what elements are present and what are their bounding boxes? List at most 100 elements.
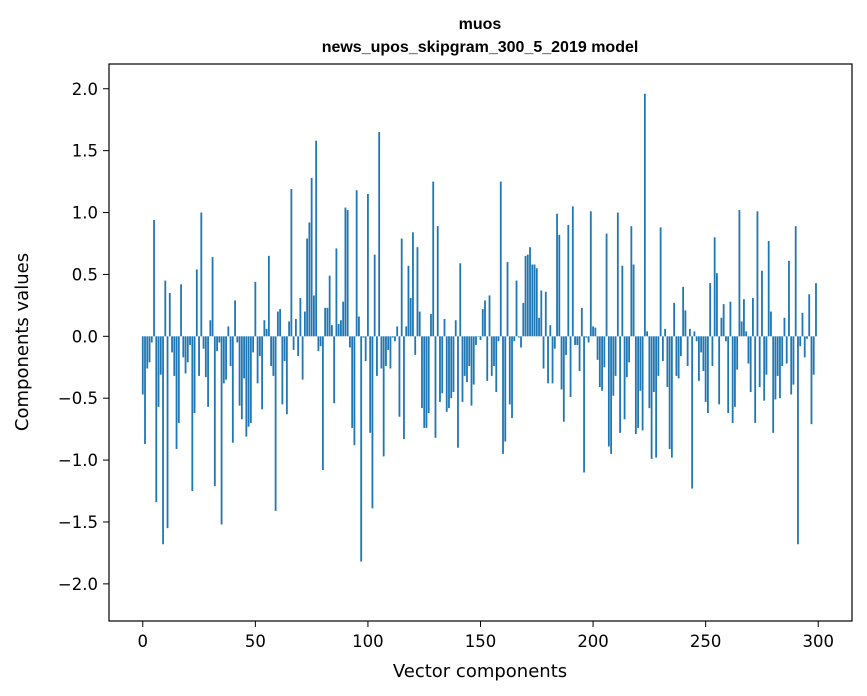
bar-component-283 <box>779 336 781 399</box>
bar-component-239 <box>679 336 682 357</box>
bar-component-269 <box>747 336 750 364</box>
bar-component-181 <box>549 325 552 337</box>
bar-component-119 <box>409 297 412 337</box>
bar-component-281 <box>774 336 777 400</box>
bar-component-251 <box>707 336 709 414</box>
bar-component-117 <box>405 326 408 337</box>
bar-component-40 <box>231 336 234 443</box>
bar-component-44 <box>240 336 243 420</box>
bar-component-105 <box>378 132 381 337</box>
bar-component-23 <box>193 336 196 414</box>
bar-component-135 <box>445 336 448 412</box>
bar-component-162 <box>506 262 509 337</box>
bar-component-220 <box>637 336 640 428</box>
chart-title-line1: muos <box>459 16 502 33</box>
bar-component-120 <box>412 232 414 337</box>
bar-component-171 <box>526 254 529 337</box>
bar-component-157 <box>495 336 498 393</box>
bar-component-190 <box>569 336 572 397</box>
bar-component-140 <box>457 336 459 448</box>
bar-component-287 <box>788 260 790 337</box>
bar-component-263 <box>734 336 736 407</box>
bar-component-295 <box>806 336 808 339</box>
bar-component-45 <box>243 336 245 379</box>
bar-component-79 <box>319 336 322 347</box>
x-axis-label: Vector components <box>393 661 567 682</box>
bar-component-107 <box>382 336 385 457</box>
bar-component-288 <box>790 336 793 395</box>
bar-component-55 <box>265 328 268 337</box>
bar-component-238 <box>677 336 680 379</box>
bar-component-98 <box>362 336 365 338</box>
bar-component-88 <box>340 320 342 337</box>
bar-component-74 <box>308 222 311 337</box>
bar-component-134 <box>443 318 446 337</box>
bar-component-26 <box>200 212 203 337</box>
bar-component-15 <box>175 336 178 449</box>
bar-component-224 <box>646 331 649 337</box>
bar-component-173 <box>531 264 534 337</box>
y-tick-label: 0.0 <box>72 327 98 346</box>
bar-component-254 <box>713 237 716 337</box>
bar-component-209 <box>612 336 615 396</box>
bar-component-28 <box>204 336 207 378</box>
bar-component-271 <box>752 297 754 337</box>
bar-component-90 <box>344 207 347 337</box>
x-tick-label: 200 <box>577 632 609 651</box>
bar-component-108 <box>385 336 387 367</box>
bar-component-296 <box>808 294 811 337</box>
bar-component-69 <box>297 336 300 357</box>
bar-component-122 <box>416 247 419 337</box>
bar-component-234 <box>668 336 671 449</box>
bar-component-34 <box>218 336 221 343</box>
bar-component-94 <box>353 336 356 446</box>
x-tick-label: 300 <box>802 632 834 651</box>
bar-component-229 <box>657 336 660 376</box>
bar-component-242 <box>686 336 689 367</box>
bar-component-175 <box>535 268 538 337</box>
bar-component-19 <box>184 336 187 374</box>
bar-component-130 <box>434 336 437 438</box>
bar-component-101 <box>369 336 372 433</box>
bar-component-198 <box>587 336 590 343</box>
bar-component-86 <box>335 248 338 337</box>
bar-component-223 <box>643 93 646 337</box>
bar-component-235 <box>670 336 673 458</box>
bar-component-221 <box>639 336 642 391</box>
bar-component-51 <box>256 336 259 384</box>
bar-component-75 <box>310 177 313 337</box>
x-tick-label: 0 <box>138 632 149 651</box>
bar-component-164 <box>511 336 513 418</box>
x-tick-label: 100 <box>352 632 384 651</box>
bar-component-144 <box>466 336 468 383</box>
bar-component-262 <box>731 336 734 423</box>
bar-component-169 <box>522 302 525 337</box>
bar-component-290 <box>794 226 797 337</box>
bar-component-76 <box>312 295 315 337</box>
bar-component-71 <box>301 336 304 380</box>
bar-component-294 <box>803 336 806 358</box>
bar-component-247 <box>698 336 700 381</box>
bar-component-233 <box>666 336 669 388</box>
y-tick-label: 1.0 <box>72 204 98 223</box>
bar-component-72 <box>303 311 306 337</box>
bar-component-202 <box>596 336 599 360</box>
bar-component-236 <box>673 302 676 337</box>
bar-component-1 <box>144 336 146 444</box>
x-tick-label: 150 <box>465 632 497 651</box>
bar-component-10 <box>164 280 167 337</box>
bar-component-50 <box>254 281 257 337</box>
bar-component-43 <box>238 336 241 406</box>
x-axis-ticks: 0 50 100 150 200 250 300 <box>138 621 834 651</box>
bar-component-186 <box>560 336 563 390</box>
bar-component-195 <box>580 307 583 337</box>
bar-component-257 <box>720 317 723 337</box>
bar-component-136 <box>448 336 450 409</box>
bar-component-154 <box>488 295 491 337</box>
x-tick-label: 250 <box>690 632 722 651</box>
bar-component-191 <box>571 206 574 337</box>
bar-component-5 <box>153 219 155 337</box>
bar-component-179 <box>544 291 547 337</box>
bar-component-174 <box>533 264 536 337</box>
bar-component-197 <box>585 336 588 338</box>
